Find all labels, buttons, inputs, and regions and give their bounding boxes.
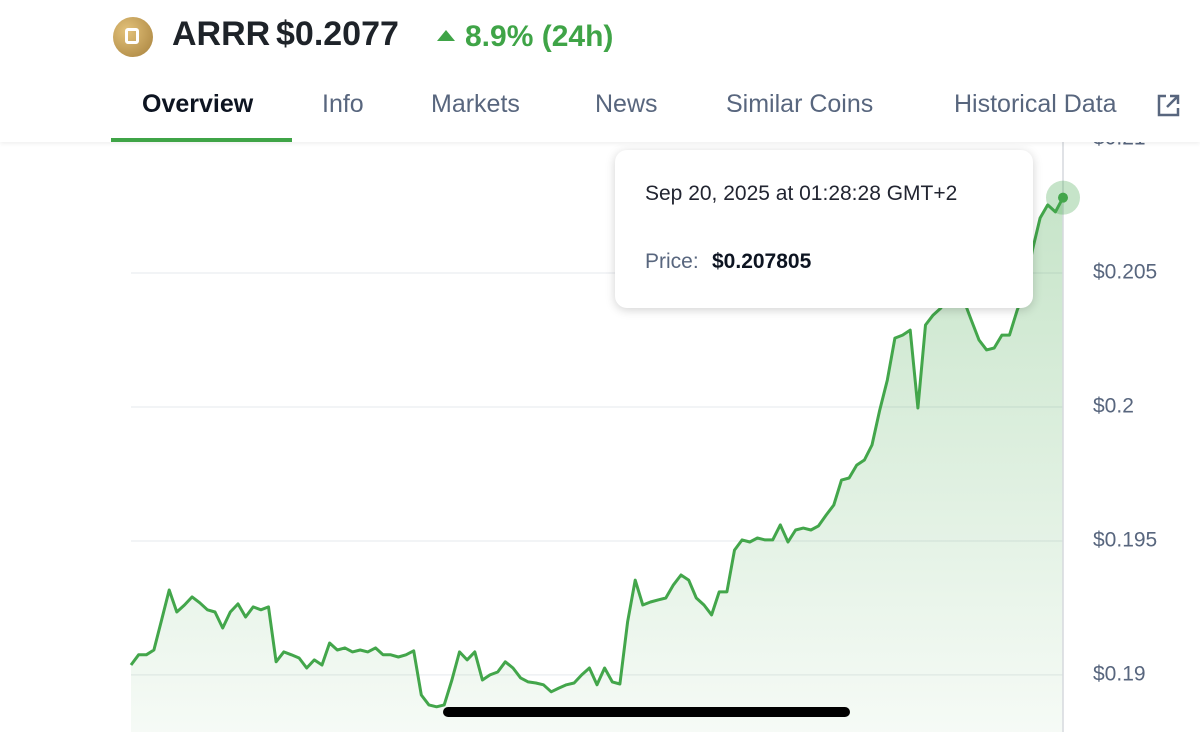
tab[interactable]: Similar Coins bbox=[726, 90, 874, 118]
tooltip-value: $0.207805 bbox=[712, 250, 812, 273]
y-tick-label: $0.19 bbox=[1093, 662, 1146, 685]
coin-symbol: ARRR bbox=[172, 15, 271, 53]
external-icon bbox=[1157, 94, 1180, 117]
active-tab-underline bbox=[111, 138, 292, 142]
header: ARRR $0.2077 8.9% (24h) Overview Info Ma… bbox=[0, 0, 1200, 142]
coin-price: $0.2077 bbox=[276, 15, 399, 53]
price-line bbox=[129, 196, 1065, 709]
y-tick-label: $0.2 bbox=[1093, 395, 1134, 418]
tooltip: Sep 20, 2025 at 01:28:28 GMT+2 Price: $0… bbox=[615, 150, 1033, 308]
tab[interactable]: Historical Data bbox=[954, 90, 1117, 118]
tab[interactable]: Info bbox=[322, 90, 364, 118]
area-fill bbox=[131, 197, 1063, 732]
up-arrow bbox=[437, 30, 455, 41]
tooltip-label: Price: bbox=[645, 250, 699, 273]
tab[interactable]: Overview bbox=[142, 90, 254, 118]
coin-logo bbox=[113, 17, 153, 57]
y-tick-label: $0.205 bbox=[1093, 261, 1157, 284]
home-indicator bbox=[443, 707, 850, 717]
hover-point bbox=[1058, 192, 1068, 203]
price-change: 8.9% (24h) bbox=[465, 20, 614, 53]
tooltip-date: Sep 20, 2025 at 01:28:28 GMT+2 bbox=[645, 182, 958, 205]
y-tick-label: $0.195 bbox=[1093, 528, 1157, 551]
tab[interactable]: News bbox=[595, 90, 658, 118]
tab[interactable]: Markets bbox=[431, 90, 520, 118]
